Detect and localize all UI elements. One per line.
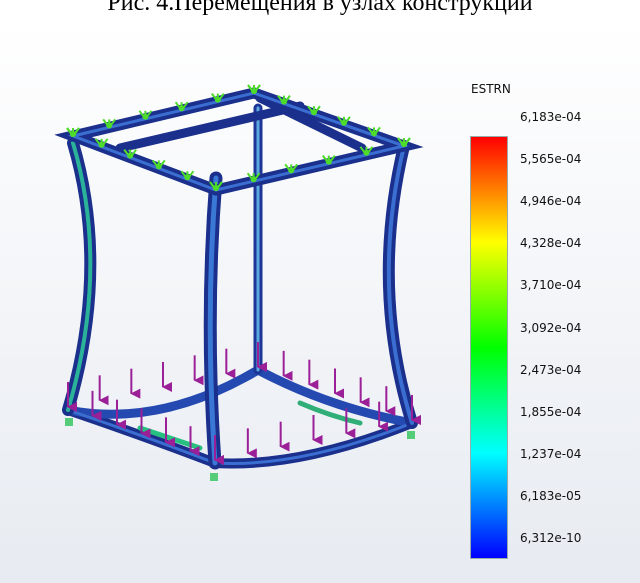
legend-tick-label: 3,710e-04 xyxy=(520,278,582,293)
legend-tick-label: 4,328e-04 xyxy=(520,236,582,251)
legend-tick-label: 2,473e-04 xyxy=(520,362,582,377)
legend-tick-label: 4,946e-04 xyxy=(520,194,582,209)
fixture-icon xyxy=(152,159,166,170)
fixture-icon xyxy=(397,137,411,147)
columns xyxy=(62,106,418,470)
fixture-icon xyxy=(307,105,321,116)
color-scale-bar xyxy=(470,136,508,559)
fixture-icon xyxy=(246,172,261,183)
fixture-icon xyxy=(321,155,336,165)
legend-tick-label: 5,565e-04 xyxy=(520,152,582,167)
legend-tick-label: 3,092e-04 xyxy=(520,320,582,335)
fixture-icon xyxy=(211,92,225,103)
fixture-icon xyxy=(66,127,80,137)
fixture-icon xyxy=(337,116,351,126)
fixture-icon xyxy=(174,101,189,112)
top-frame xyxy=(54,87,424,196)
legend-tick-label: 6,183e-05 xyxy=(520,488,582,503)
fixture-icon xyxy=(94,138,109,148)
legend-tick-label: 1,237e-04 xyxy=(520,446,582,461)
fixture-icon xyxy=(247,84,261,94)
fixture-icon xyxy=(123,149,137,159)
fixture-icon xyxy=(138,110,153,120)
legend-tick-label: 6,312e-10 xyxy=(520,531,582,545)
nodes xyxy=(65,418,415,481)
simulation-viewport[interactable]: ESTRN 6,183e-04 5,565e-04 4,946e-04 4,328e-… xyxy=(0,18,640,583)
legend-title: ESTRN xyxy=(471,82,511,96)
fixture-icon xyxy=(180,170,195,181)
fixture-icon xyxy=(277,94,291,105)
fixture-icon xyxy=(284,163,299,174)
frame-model-plot[interactable] xyxy=(0,18,640,583)
fixture-icon xyxy=(102,118,116,129)
fixture-icon xyxy=(209,181,223,191)
fixture-icon xyxy=(359,146,374,156)
load-arrows xyxy=(67,342,421,465)
figure-caption: Рис. 4.Перемещения в узлах конструкции xyxy=(107,0,533,16)
fixture-icon xyxy=(367,126,381,137)
fixture-markers xyxy=(66,84,411,191)
legend-tick-label: 1,855e-04 xyxy=(520,404,582,419)
legend-tick-label: 6,183e-04 xyxy=(520,110,582,124)
